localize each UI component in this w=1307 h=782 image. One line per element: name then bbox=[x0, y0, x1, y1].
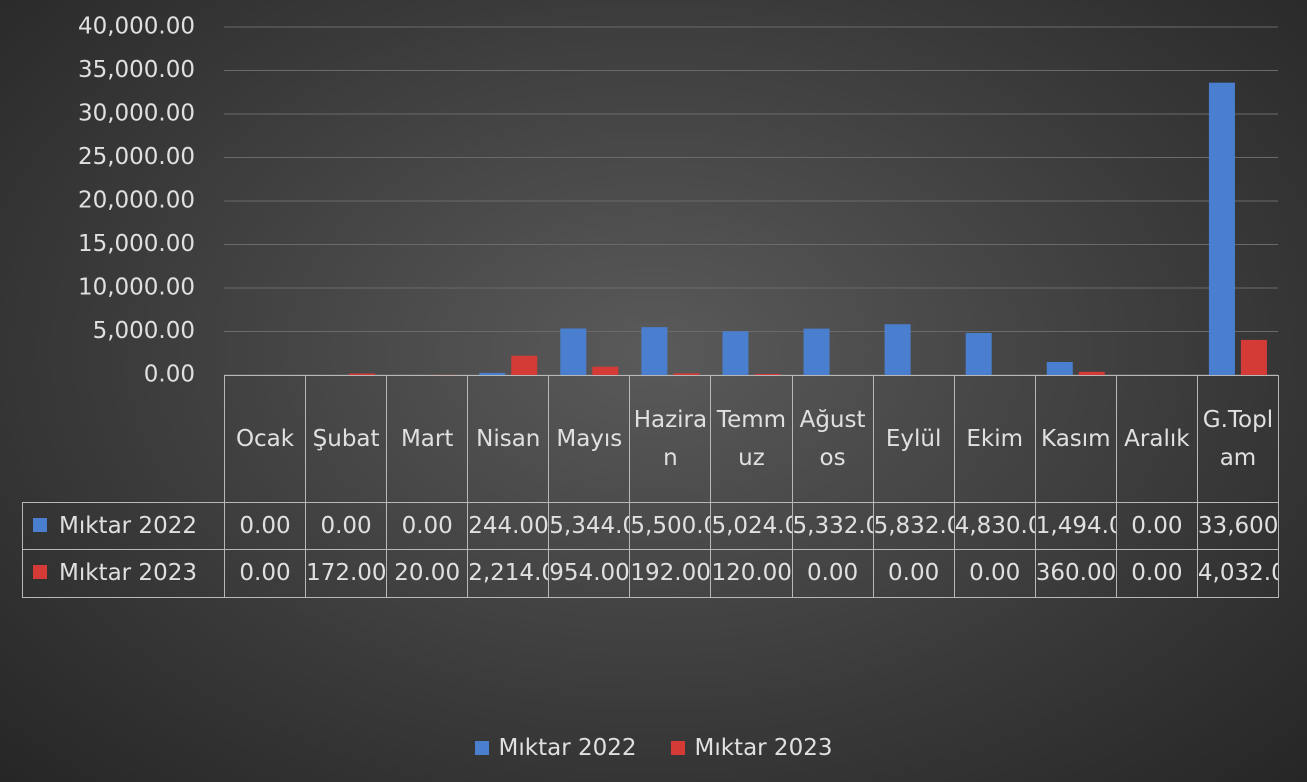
category-label: Temmuz bbox=[710, 375, 793, 503]
value-cell: 120.00 bbox=[710, 549, 793, 598]
category-label: Şubat bbox=[305, 375, 388, 503]
value-cell: 0.00 bbox=[224, 549, 307, 598]
value-cell: 0.00 bbox=[1115, 549, 1198, 598]
value-cell: 20.00 bbox=[386, 549, 469, 598]
value-cell: 5,332.00 bbox=[791, 502, 874, 550]
bar bbox=[965, 332, 992, 375]
bar bbox=[884, 324, 911, 375]
legend-swatch bbox=[474, 741, 489, 755]
bar bbox=[1240, 339, 1267, 375]
value-cell: 4,032.00 bbox=[1196, 549, 1279, 598]
value-cell: 360.00 bbox=[1034, 549, 1117, 598]
y-tick-label: 30,000.00 bbox=[78, 101, 195, 127]
series-name: Mıktar 2023 bbox=[59, 560, 197, 586]
value-cell: 0.00 bbox=[305, 502, 388, 550]
value-cell: 4,830.00 bbox=[953, 502, 1036, 550]
series-name: Mıktar 2022 bbox=[59, 513, 197, 539]
value-cell: 0.00 bbox=[386, 502, 469, 550]
bar bbox=[1046, 362, 1073, 375]
value-cell: 244.00 bbox=[467, 502, 550, 550]
legend-swatch bbox=[670, 741, 685, 755]
y-tick-label: 0.00 bbox=[144, 362, 195, 388]
y-tick-label: 5,000.00 bbox=[93, 318, 195, 344]
bar bbox=[560, 328, 587, 375]
value-cell: 0.00 bbox=[1115, 502, 1198, 550]
category-label: Haziran bbox=[629, 375, 712, 503]
category-label: Ekim bbox=[953, 375, 1036, 503]
legend-label: Mıktar 2022 bbox=[498, 735, 637, 761]
y-tick-label: 40,000.00 bbox=[78, 14, 195, 40]
value-cell: 192.00 bbox=[629, 549, 712, 598]
value-cell: 5,344.00 bbox=[548, 502, 631, 550]
category-label: Eylül bbox=[872, 375, 955, 503]
category-label: G.Toplam bbox=[1196, 375, 1279, 503]
value-cell: 0.00 bbox=[872, 549, 955, 598]
value-cell: 1,494.00 bbox=[1034, 502, 1117, 550]
value-cell: 954.00 bbox=[548, 549, 631, 598]
bar bbox=[479, 372, 506, 375]
value-cell: 5,024.00 bbox=[710, 502, 793, 550]
legend-item: Mıktar 2022 bbox=[474, 735, 637, 761]
y-tick-label: 15,000.00 bbox=[78, 231, 195, 257]
value-cell: 5,500.00 bbox=[629, 502, 712, 550]
category-label: Mayıs bbox=[548, 375, 631, 503]
value-cell: 0.00 bbox=[224, 502, 307, 550]
category-label: Kasım bbox=[1034, 375, 1117, 503]
bar bbox=[722, 331, 749, 375]
bar bbox=[1208, 82, 1235, 376]
y-tick-label: 20,000.00 bbox=[78, 188, 195, 214]
value-cell: 33,600.00 bbox=[1196, 502, 1279, 550]
legend-swatch bbox=[33, 565, 47, 579]
category-label: Aralık bbox=[1115, 375, 1198, 503]
bar bbox=[641, 327, 668, 375]
bar bbox=[673, 373, 700, 375]
row-header: Mıktar 2023 bbox=[22, 549, 225, 598]
category-label: Ocak bbox=[224, 375, 307, 503]
legend-item: Mıktar 2023 bbox=[670, 735, 833, 761]
bar bbox=[349, 373, 376, 375]
value-cell: 0.00 bbox=[791, 549, 874, 598]
bar bbox=[592, 366, 619, 375]
bar bbox=[754, 373, 781, 375]
value-cell: 0.00 bbox=[953, 549, 1036, 598]
bar bbox=[1078, 371, 1105, 375]
bar bbox=[803, 328, 830, 375]
legend: Mıktar 2022 Mıktar 2023 bbox=[0, 735, 1307, 761]
y-tick-label: 35,000.00 bbox=[78, 57, 195, 83]
value-cell: 2,214.00 bbox=[467, 549, 550, 598]
row-header: Mıktar 2022 bbox=[22, 502, 225, 550]
value-cell: 5,832.00 bbox=[872, 502, 955, 550]
legend-label: Mıktar 2023 bbox=[694, 735, 833, 761]
bar bbox=[511, 355, 538, 375]
category-label: Ağustos bbox=[791, 375, 874, 503]
category-label: Mart bbox=[386, 375, 469, 503]
category-label: Nisan bbox=[467, 375, 550, 503]
legend-swatch bbox=[33, 518, 47, 532]
y-tick-label: 25,000.00 bbox=[78, 144, 195, 170]
value-cell: 172.00 bbox=[305, 549, 388, 598]
y-tick-label: 10,000.00 bbox=[78, 275, 195, 301]
